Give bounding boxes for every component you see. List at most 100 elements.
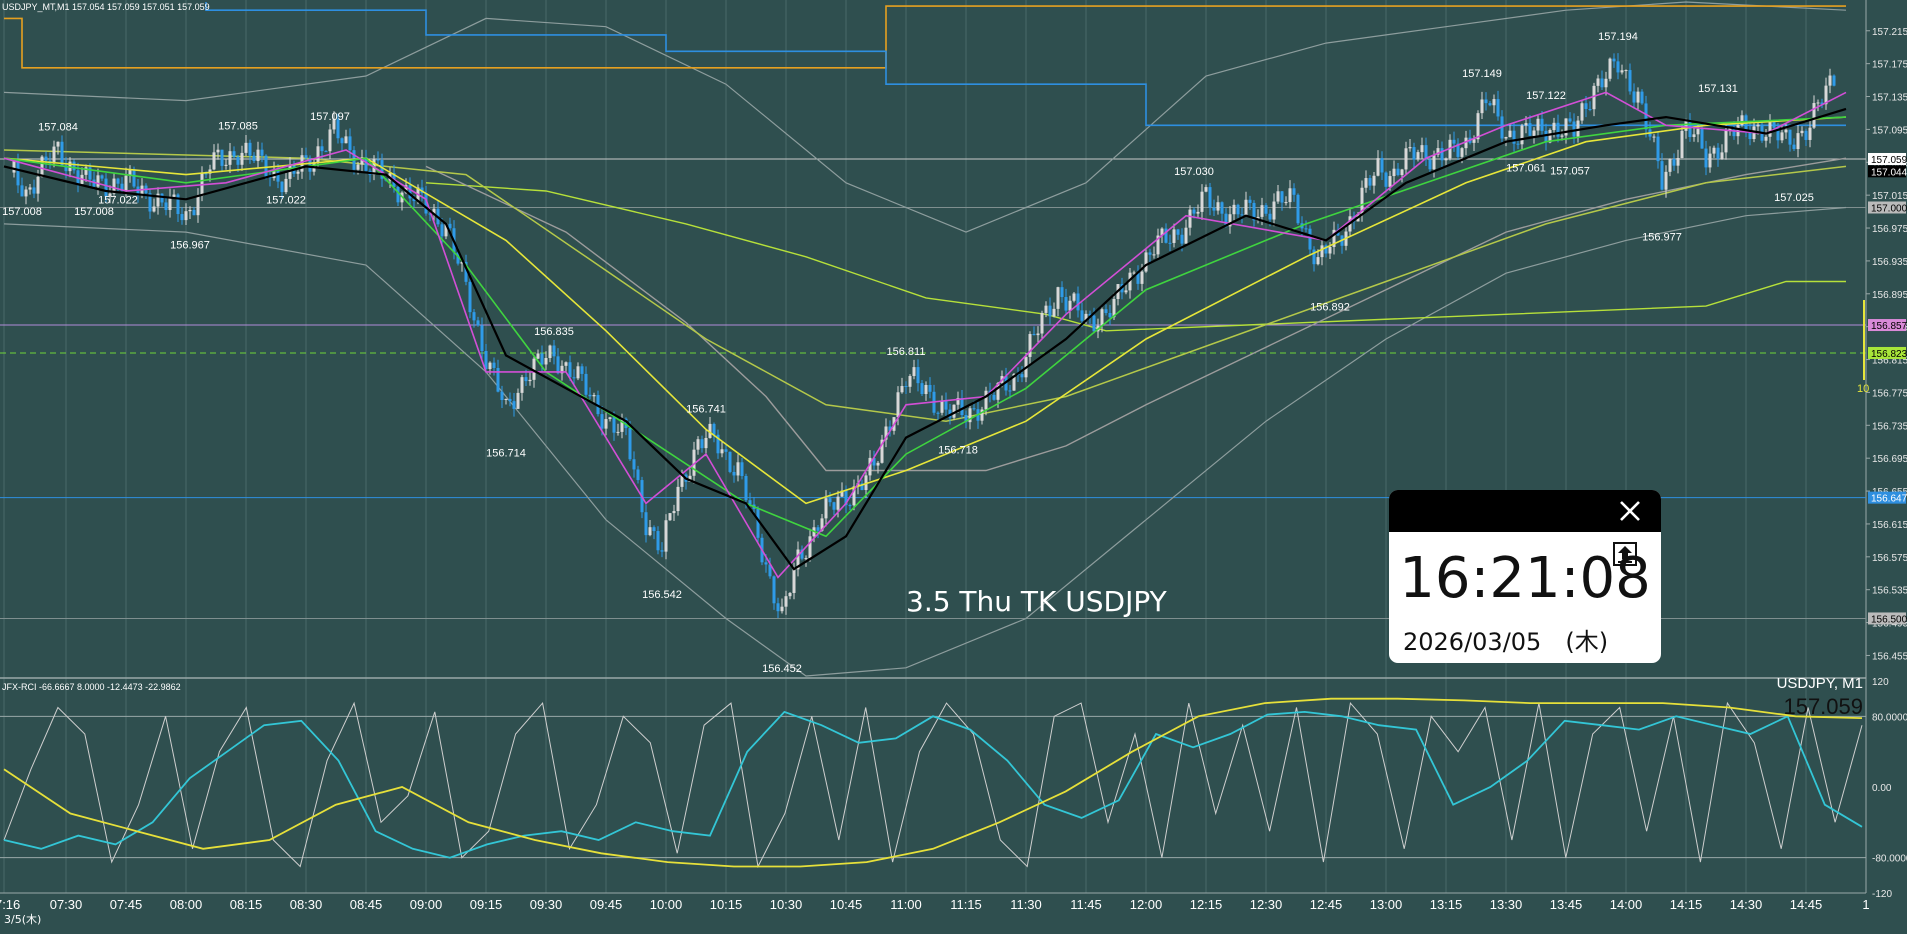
y-tick-label: 157.175 bbox=[1872, 60, 1907, 71]
price-annotation: 157.008 bbox=[74, 206, 114, 218]
price-annotation: 157.022 bbox=[98, 194, 138, 206]
candle-body bbox=[36, 176, 40, 194]
candle-body bbox=[116, 178, 120, 184]
candle-body bbox=[472, 312, 476, 321]
price-annotation: 156.542 bbox=[642, 589, 682, 601]
candle-body bbox=[1592, 85, 1596, 110]
rci-y-tick-label: 0.00 bbox=[1872, 783, 1892, 794]
candle-body bbox=[364, 157, 368, 171]
candle-body bbox=[1544, 130, 1548, 143]
candle-body bbox=[680, 474, 684, 487]
candle-body bbox=[1784, 129, 1788, 133]
candle-body bbox=[560, 365, 564, 374]
candle-body bbox=[1072, 293, 1076, 301]
candle-body bbox=[1208, 187, 1212, 208]
candle-body bbox=[940, 400, 944, 413]
x-tick-label: 11:45 bbox=[1070, 897, 1102, 912]
price-label-box bbox=[1868, 491, 1906, 504]
candle-body bbox=[160, 193, 164, 203]
candle-body bbox=[1532, 130, 1536, 136]
candle-body bbox=[596, 395, 600, 415]
candle-body bbox=[1628, 70, 1632, 92]
price-label-text: 157.059 bbox=[1871, 155, 1907, 166]
candle-body bbox=[608, 417, 612, 420]
candle-body bbox=[1404, 148, 1408, 170]
candle-body bbox=[788, 592, 792, 597]
candle-body bbox=[1008, 390, 1012, 392]
candle-body bbox=[96, 175, 100, 187]
candle-body bbox=[1420, 145, 1424, 153]
price-annotation: 157.025 bbox=[1774, 192, 1814, 204]
candle-body bbox=[1076, 293, 1080, 311]
candle-body bbox=[1332, 229, 1336, 247]
price-annotation: 157.061 bbox=[1506, 162, 1546, 174]
candle-body bbox=[916, 367, 920, 384]
candle-body bbox=[1276, 191, 1280, 202]
candle-body bbox=[632, 459, 636, 470]
candle-body bbox=[1184, 227, 1188, 244]
candle-body bbox=[264, 155, 268, 177]
candle-body bbox=[1160, 228, 1164, 236]
orange-step-line bbox=[4, 5, 1846, 69]
candle-body bbox=[396, 186, 400, 203]
pin-top-icon[interactable] bbox=[1611, 540, 1639, 568]
y-tick-label: 156.775 bbox=[1872, 388, 1907, 399]
candle-body bbox=[768, 564, 772, 577]
candle-body bbox=[1032, 334, 1036, 336]
candle-body bbox=[1316, 257, 1320, 265]
rci-y-tick-label: 80.0000 bbox=[1872, 712, 1907, 723]
candle-body bbox=[1408, 147, 1412, 149]
candle-body bbox=[84, 167, 88, 175]
candle-body bbox=[100, 175, 104, 179]
clock-title-bar[interactable] bbox=[1389, 490, 1661, 532]
candle-body bbox=[968, 408, 972, 423]
x-tick-label: 10:00 bbox=[650, 897, 683, 912]
candle-body bbox=[72, 161, 76, 171]
candle-body bbox=[1476, 113, 1480, 140]
candle-body bbox=[792, 569, 796, 593]
candle-body bbox=[12, 160, 16, 173]
candle-body bbox=[584, 373, 588, 395]
candle-body bbox=[280, 181, 284, 193]
price-annotation: 156.892 bbox=[1310, 301, 1350, 313]
candle-body bbox=[964, 414, 968, 423]
price-annotation: 156.835 bbox=[534, 326, 574, 338]
candle-body bbox=[532, 358, 536, 380]
candle-body bbox=[1716, 147, 1720, 159]
candle-body bbox=[728, 451, 732, 472]
clock-widget[interactable]: 16:21:08 2026/03/05 (木) bbox=[1389, 490, 1661, 663]
candle-body bbox=[1816, 102, 1820, 104]
x-tick-label: 11:15 bbox=[950, 897, 982, 912]
candle-body bbox=[188, 209, 192, 212]
candle-body bbox=[1804, 130, 1808, 140]
candle-body bbox=[1604, 78, 1608, 88]
candle-body bbox=[980, 409, 984, 421]
candle-body bbox=[576, 366, 580, 379]
candle-body bbox=[1288, 188, 1292, 203]
x-tick-label: 08:45 bbox=[350, 897, 383, 912]
x-tick-label: 07:45 bbox=[110, 897, 143, 912]
candle-body bbox=[204, 173, 208, 175]
candle-body bbox=[668, 513, 672, 521]
candle-body bbox=[948, 409, 952, 418]
candle-body bbox=[1756, 124, 1760, 127]
candle-body bbox=[1452, 139, 1456, 144]
candle-body bbox=[1832, 75, 1836, 86]
rci-y-tick-label: -120 bbox=[1872, 889, 1892, 900]
y-tick-label: 156.935 bbox=[1872, 257, 1907, 268]
y-tick-label: 157.135 bbox=[1872, 93, 1907, 104]
candle-body bbox=[240, 152, 244, 165]
candle-body bbox=[1460, 148, 1464, 157]
price-annotation: 157.030 bbox=[1174, 166, 1214, 178]
candle-body bbox=[1360, 187, 1364, 215]
close-icon[interactable] bbox=[1613, 494, 1647, 528]
candle-body bbox=[1088, 313, 1092, 316]
candle-body bbox=[1612, 58, 1616, 62]
candle-body bbox=[1012, 373, 1016, 391]
candle-body bbox=[296, 171, 300, 174]
candle-body bbox=[1112, 299, 1116, 318]
candle-body bbox=[1580, 103, 1584, 121]
candle-body bbox=[244, 142, 248, 153]
candle-body bbox=[848, 505, 852, 507]
